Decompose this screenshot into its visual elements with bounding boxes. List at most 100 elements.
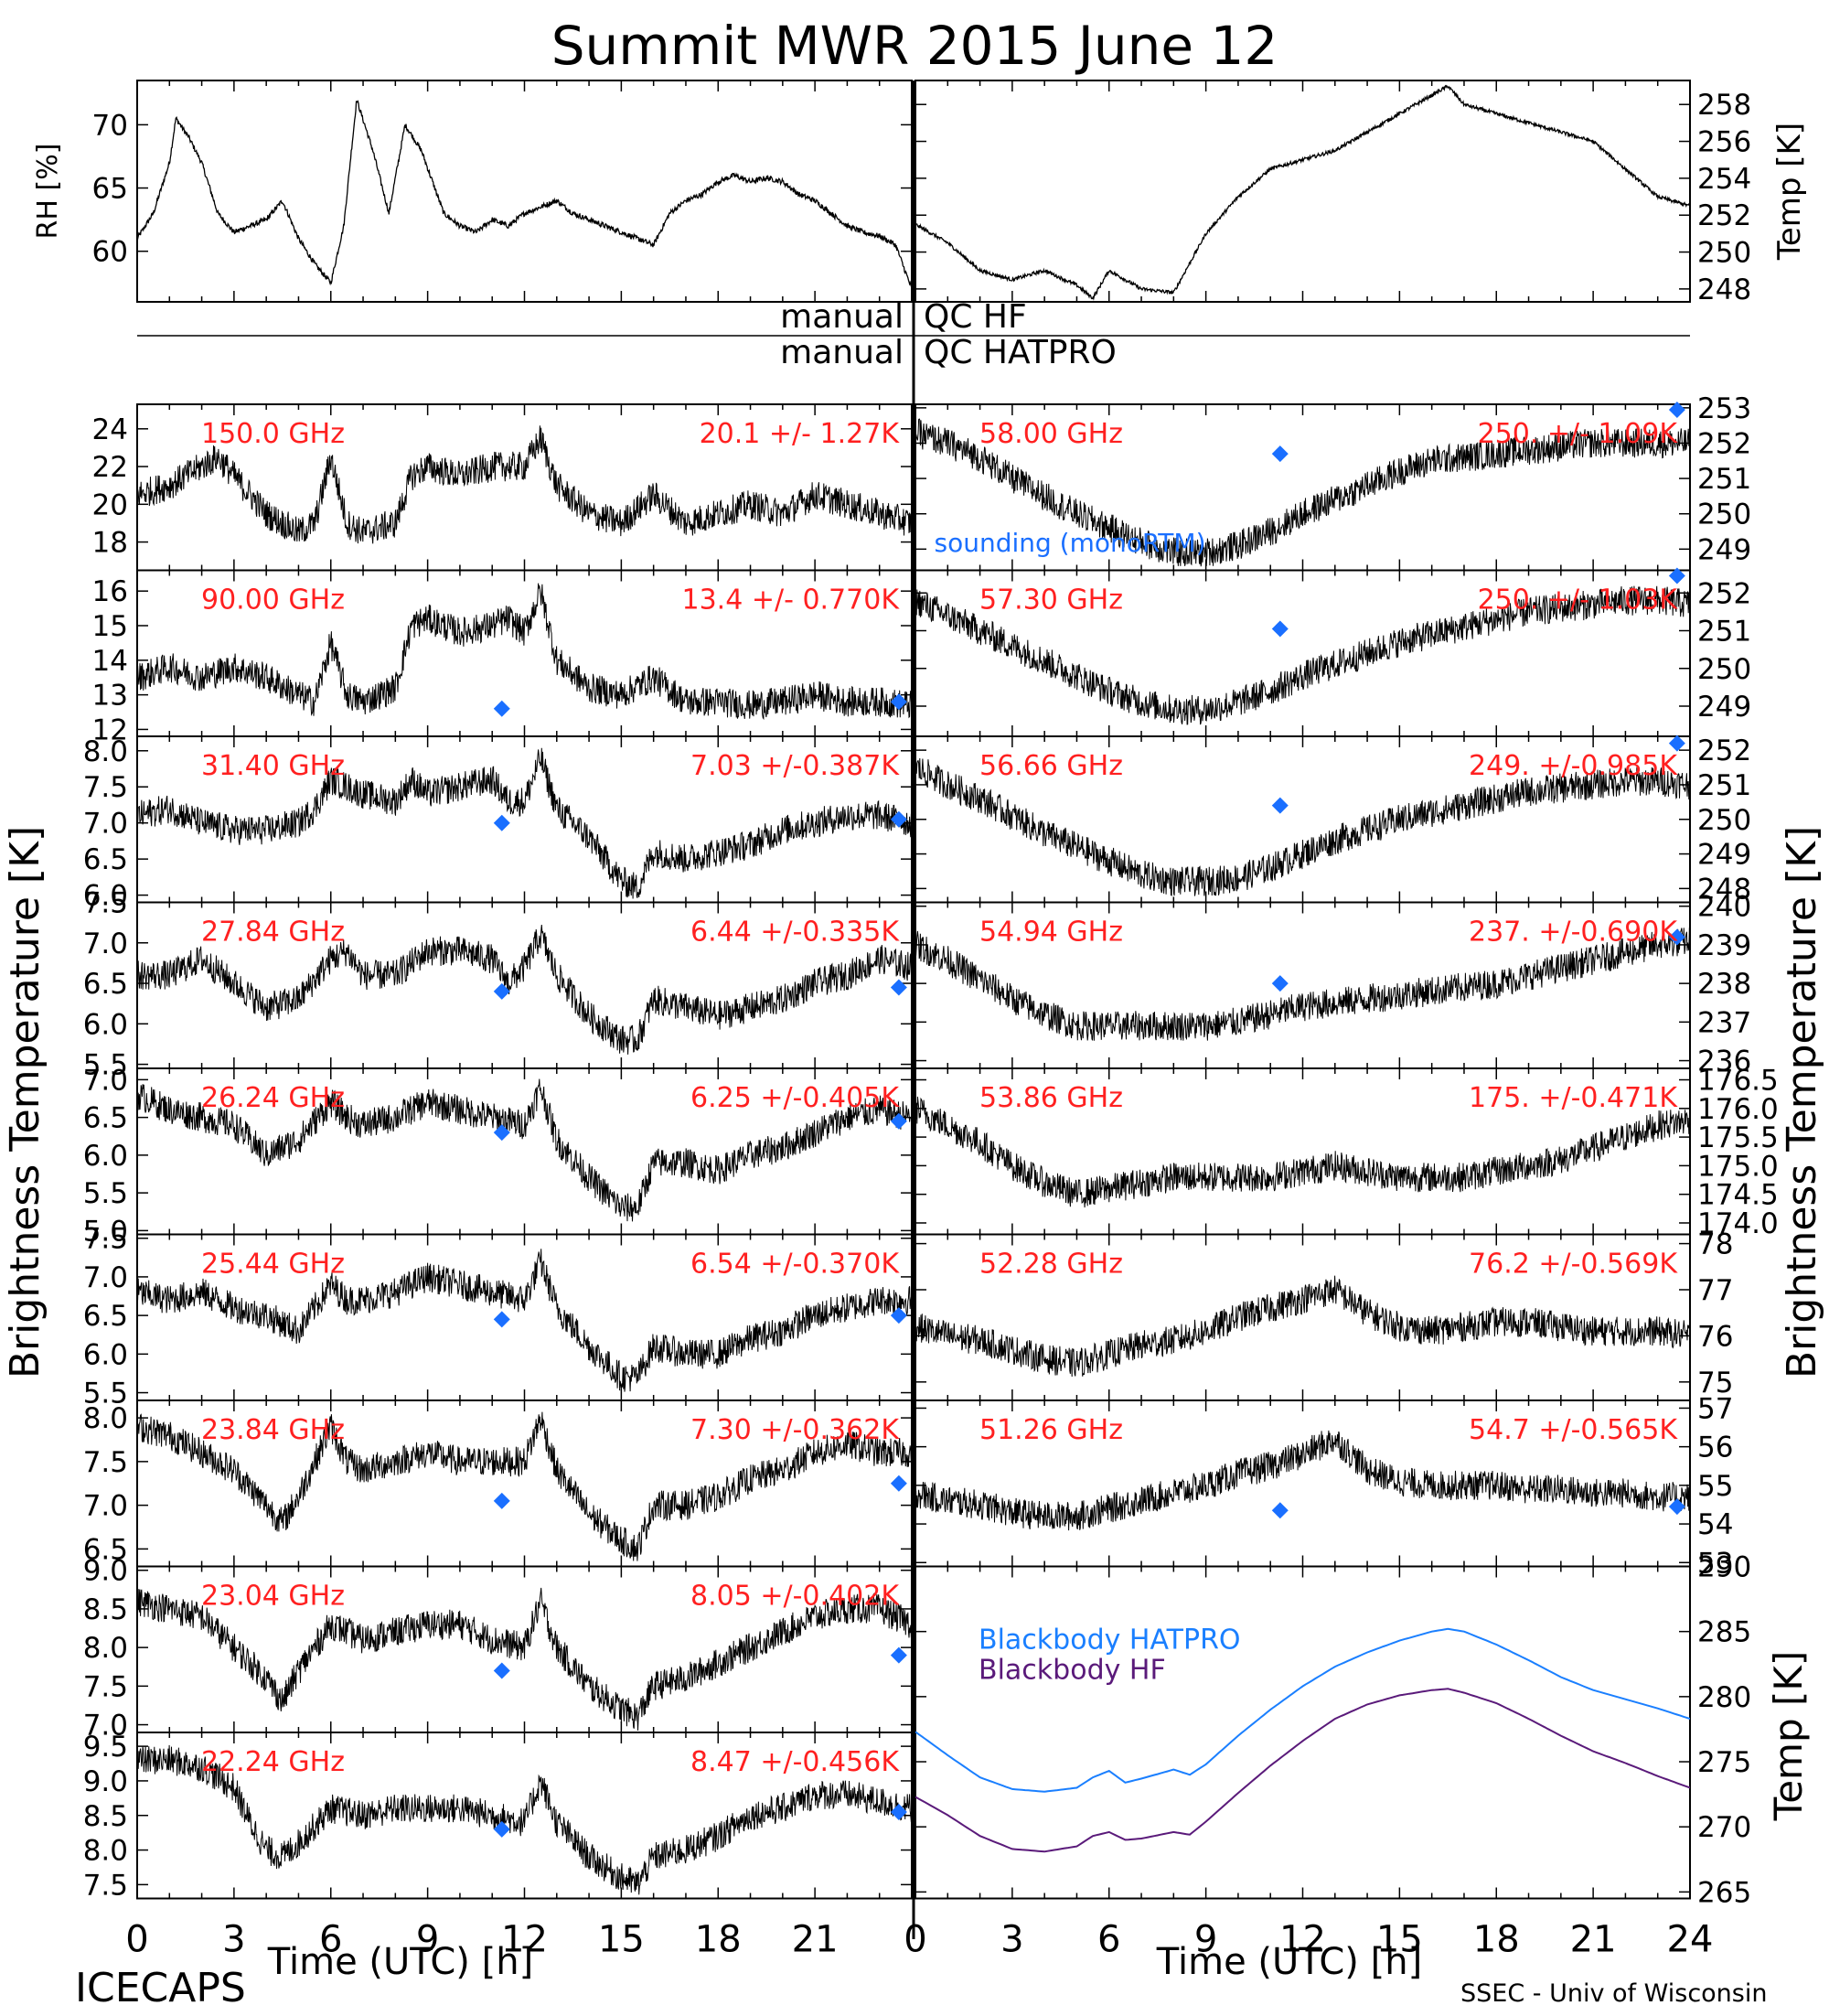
channel-left-7-channel-stats: 8.05 +/-0.402K [690, 1581, 900, 1613]
channel-right-0-channel-stats: 250. +/- 1.09K [1478, 418, 1679, 450]
rh-panel-ytick-label: 65 [92, 173, 128, 206]
channel-right-5-ytick-label: 78 [1697, 1228, 1733, 1261]
blackbody-panel-series-0 [915, 1627, 1690, 1793]
channel-left-4-ytick-label: 5.5 [83, 1177, 128, 1210]
channel-right-1-sounding-marker-1 [1668, 567, 1685, 584]
channel-left-4-sounding-marker-0 [493, 1124, 510, 1142]
channel-right-3-series-0 [915, 927, 1690, 1042]
x-tick-label-left: 18 [695, 1919, 742, 1961]
channel-left-6-sounding-marker-1 [890, 1474, 907, 1492]
blackbody-panel-ytick-label: 270 [1697, 1811, 1751, 1844]
channel-left-2-ytick-label: 8.0 [83, 735, 128, 768]
channel-left-6-sounding-marker-0 [493, 1492, 510, 1509]
channel-left-7-series-0 [137, 1587, 912, 1731]
channel-left-2-series-0 [137, 747, 912, 899]
channel-right-4-channel-stats: 175. +/-0.471K [1469, 1082, 1678, 1114]
x-tick-label-right: 15 [1376, 1919, 1423, 1961]
channel-left-7-ytick-label: 9.0 [83, 1555, 128, 1588]
channel-left-4-sounding-marker-1 [890, 1112, 907, 1130]
rh-axis-label: RH [%] [32, 144, 64, 240]
channel-left-3-channel-stats: 6.44 +/-0.335K [690, 917, 900, 949]
qc-hatpro-label: QC HATPRO [924, 334, 1117, 371]
channel-left-3-ytick-label: 7.5 [83, 887, 128, 920]
blackbody-panel-frame [914, 1565, 1691, 1900]
channel-left-7-sounding-marker-1 [890, 1646, 907, 1664]
temp-panel-ytick-label: 254 [1697, 163, 1751, 196]
channel-left-7-sounding-marker-0 [493, 1662, 510, 1679]
channel-right-2-ytick-label: 251 [1697, 769, 1751, 802]
blackbody-panel-ytick-label: 290 [1697, 1551, 1751, 1584]
channel-right-1-sounding-marker-0 [1271, 620, 1289, 638]
channel-right-5-ytick-label: 75 [1697, 1367, 1733, 1399]
x-tick-label-right: 24 [1667, 1919, 1714, 1961]
temp-panel-frame [914, 80, 1691, 303]
channel-left-8-sounding-marker-0 [493, 1820, 510, 1838]
channel-right-2-sounding-marker-0 [1271, 797, 1289, 814]
x-tick-label-left: 0 [125, 1919, 148, 1961]
channel-right-4-series-0 [915, 1096, 1690, 1208]
channel-left-8-ytick-label: 9.5 [83, 1731, 128, 1764]
x-tick-label-right: 9 [1194, 1919, 1217, 1961]
channel-right-5-channel-stats: 76.2 +/-0.569K [1469, 1249, 1678, 1281]
channel-left-4-ytick-label: 7.0 [83, 1064, 128, 1097]
channel-left-1-ytick-label: 15 [92, 610, 128, 643]
channel-left-0-channel-stats: 20.1 +/- 1.27K [700, 418, 901, 450]
channel-right-2-channel-label: 56.66 GHz [979, 750, 1123, 782]
channel-left-2-ytick-label: 7.0 [83, 808, 128, 841]
channel-left-1-channel-stats: 13.4 +/- 0.770K [682, 584, 901, 617]
channel-left-2-channel-label: 31.40 GHz [201, 750, 345, 782]
channel-left-8-channel-label: 22.24 GHz [201, 1746, 345, 1778]
x-tick-label-right: 6 [1097, 1919, 1120, 1961]
channel-left-6-ytick-label: 6.5 [83, 1533, 128, 1566]
channel-right-1-ytick-label: 249 [1697, 691, 1751, 724]
channel-left-5-ytick-label: 5.5 [83, 1378, 128, 1410]
channel-right-2-sounding-marker-1 [1668, 735, 1685, 752]
channel-right-4-ytick-label: 174.0 [1697, 1207, 1779, 1240]
channel-left-5-series-0 [137, 1249, 912, 1392]
channel-left-4-channel-label: 26.24 GHz [201, 1082, 345, 1114]
channel-left-1-series-0 [137, 583, 912, 721]
channel-left-4-ytick-label: 6.0 [83, 1140, 128, 1173]
channel-left-3-ytick-label: 7.0 [83, 928, 128, 960]
channel-left-4-series-0 [137, 1078, 912, 1222]
temp-panel-ytick-label: 250 [1697, 237, 1751, 270]
x-axis-label-right: Time (UTC) [h] [1156, 1941, 1422, 1983]
right-y-axis-label: Brightness Temperature [K] [1779, 826, 1825, 1378]
channel-left-5-sounding-marker-1 [890, 1307, 907, 1324]
channel-left-2-ytick-label: 7.5 [83, 771, 128, 804]
channel-left-5-channel-label: 25.44 GHz [201, 1249, 345, 1281]
channel-left-6-channel-label: 23.84 GHz [201, 1414, 345, 1446]
channel-left-5-channel-stats: 6.54 +/-0.370K [690, 1249, 900, 1281]
temp-axis-label: Temp [K] [1771, 123, 1808, 261]
x-tick-label-right: 18 [1473, 1919, 1520, 1961]
channel-right-2-channel-stats: 249. +/-0.985K [1469, 750, 1678, 782]
channel-right-0-sounding-marker-1 [1668, 402, 1685, 418]
channel-right-1-channel-label: 57.30 GHz [979, 584, 1123, 617]
channel-right-3-sounding-marker-1 [1668, 928, 1685, 946]
channel-right-3-ytick-label: 238 [1697, 968, 1751, 1001]
qc-manual-label-hf: manual [780, 298, 904, 336]
temp-panel-ytick-label: 248 [1697, 273, 1751, 306]
channel-left-8-sounding-marker-1 [890, 1803, 907, 1820]
rh-panel-ytick-label: 60 [92, 236, 128, 269]
channel-right-4-ytick-label: 176.0 [1697, 1093, 1779, 1126]
x-tick-label-right: 3 [1000, 1919, 1023, 1961]
channel-right-5-ytick-label: 77 [1697, 1274, 1733, 1307]
channel-left-6-series-0 [137, 1411, 912, 1561]
channel-left-7-ytick-label: 8.5 [83, 1593, 128, 1626]
channel-left-0-ytick-label: 18 [92, 527, 128, 560]
channel-right-5-ytick-label: 76 [1697, 1320, 1733, 1353]
channel-right-0-ytick-label: 249 [1697, 533, 1751, 566]
x-tick-label-left: 6 [319, 1919, 342, 1961]
channel-right-2-series-0 [915, 757, 1690, 896]
channel-right-3-channel-label: 54.94 GHz [979, 917, 1123, 949]
channel-left-8-ytick-label: 8.0 [83, 1835, 128, 1868]
blackbody-axis-label: Temp [K] [1766, 1651, 1811, 1822]
channel-left-0-channel-label: 150.0 GHz [201, 418, 345, 450]
channel-left-2-sounding-marker-0 [493, 814, 510, 831]
channel-right-6-sounding-marker-1 [1668, 1498, 1685, 1516]
channel-right-0-ytick-label: 252 [1697, 427, 1751, 460]
